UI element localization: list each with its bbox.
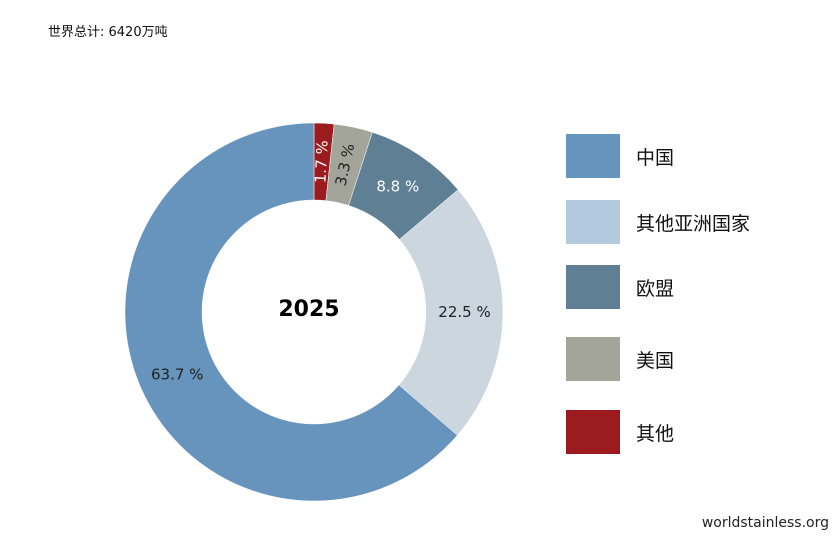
legend-swatch bbox=[566, 410, 620, 454]
slice-label-4: 63.7 % bbox=[151, 365, 203, 383]
slice-labels: 1.7 % 3.3 % 8.8 %22.5 %63.7 % bbox=[151, 140, 491, 384]
donut-slices bbox=[124, 122, 504, 502]
total-note: 世界总计: 6420万吨 bbox=[48, 25, 168, 40]
legend-swatch bbox=[566, 134, 620, 178]
legend-swatch bbox=[566, 337, 620, 381]
legend-swatch bbox=[566, 265, 620, 309]
legend-label: 其他 bbox=[636, 422, 675, 445]
center-year-label: 2025 bbox=[278, 297, 339, 322]
slice-3 bbox=[398, 189, 504, 436]
legend-label: 美国 bbox=[636, 349, 675, 372]
legend-item-4: 其他 bbox=[566, 410, 816, 454]
legend-item-0: 中国 bbox=[566, 134, 816, 178]
slice-label-3: 22.5 % bbox=[438, 303, 490, 321]
legend-label: 中国 bbox=[636, 146, 675, 169]
slice-4 bbox=[124, 122, 458, 502]
slice-label-2: 8.8 % bbox=[376, 177, 419, 195]
legend-item-2: 欧盟 bbox=[566, 265, 816, 309]
legend-label: 其他亚洲国家 bbox=[636, 212, 751, 235]
legend-item-1: 其他亚洲国家 bbox=[566, 200, 816, 244]
legend-swatch bbox=[566, 200, 620, 244]
legend-item-3: 美国 bbox=[566, 337, 816, 381]
slice-label-0: 1.7 % bbox=[311, 140, 331, 184]
source-credit: worldstainless.org bbox=[701, 515, 829, 531]
legend-label: 欧盟 bbox=[636, 277, 675, 300]
